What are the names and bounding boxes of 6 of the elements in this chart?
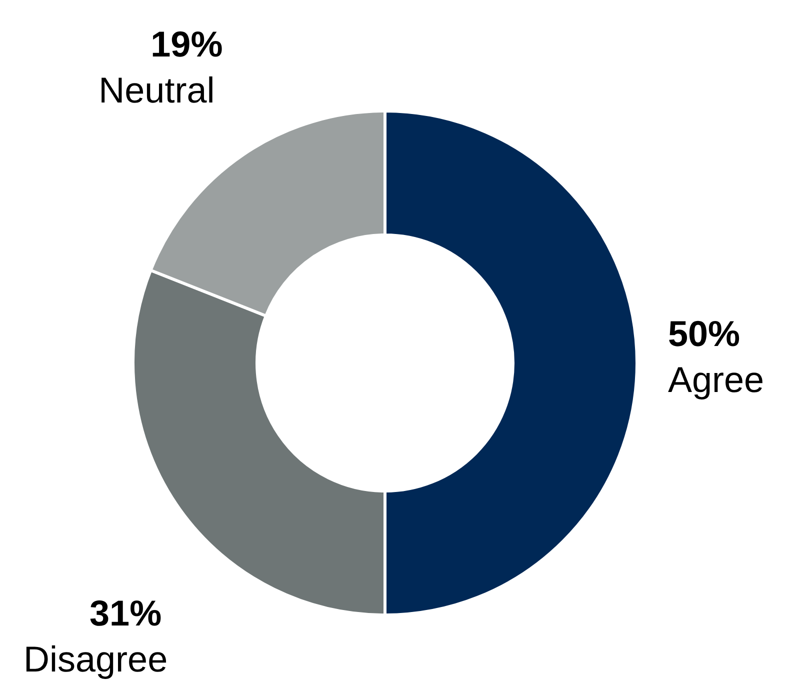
slice-label: Disagree: [24, 638, 168, 680]
slice-label: Neutral: [98, 70, 215, 111]
data-label: 19%: [150, 24, 223, 65]
data-label: 50%: [668, 313, 740, 354]
data-label: 31%: [90, 592, 162, 634]
slice-label: Agree: [668, 359, 764, 400]
